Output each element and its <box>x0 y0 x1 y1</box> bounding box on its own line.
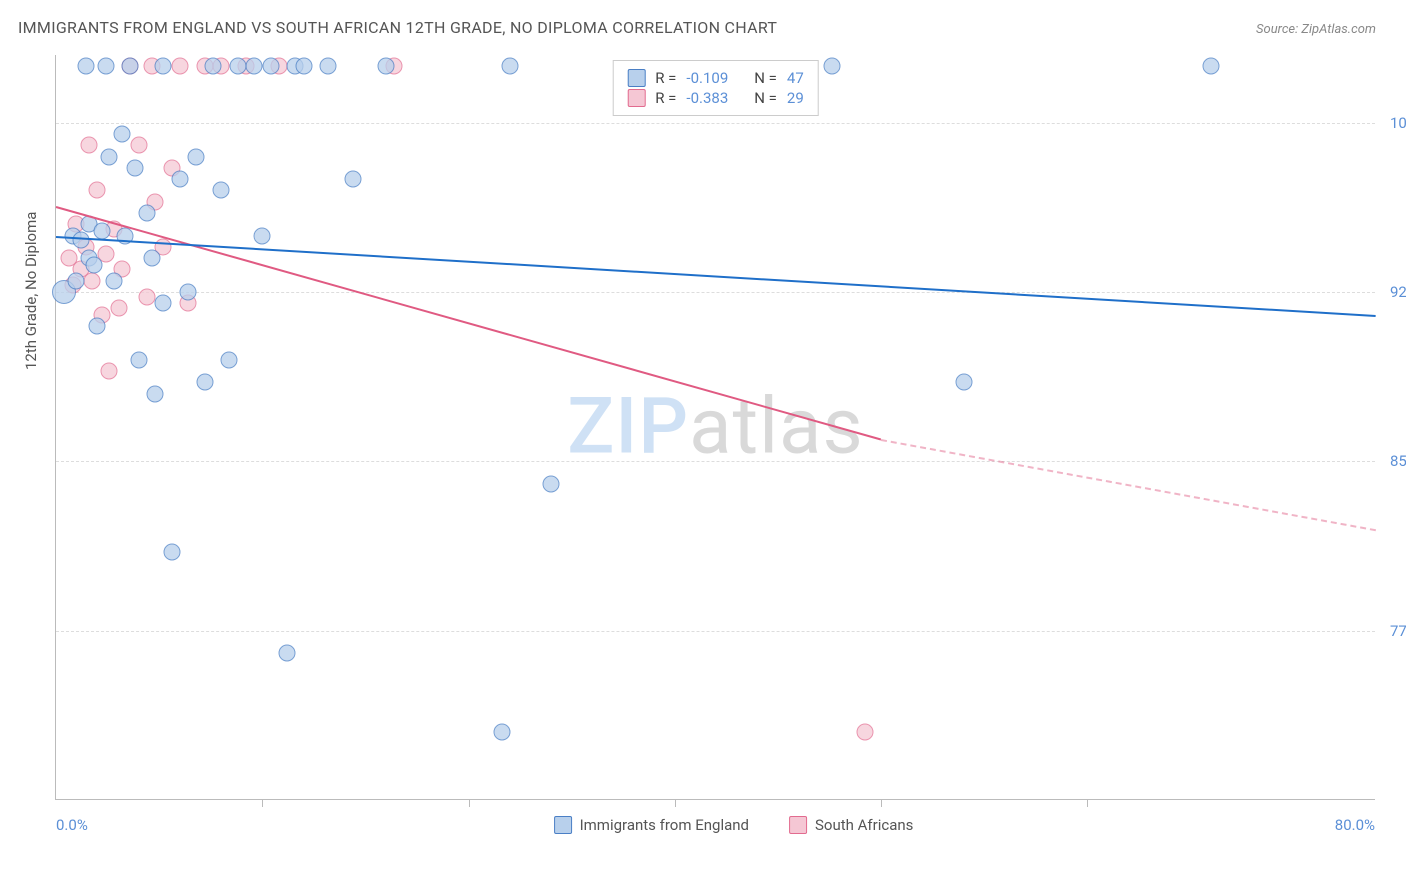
y-axis-label: 12th Grade, No Diploma <box>22 212 40 370</box>
x-tick <box>881 799 882 807</box>
series-legend: Immigrants from England South Africans <box>554 816 914 834</box>
data-point-southafrica <box>130 137 147 154</box>
data-point-england <box>543 475 560 492</box>
legend-row-england: R = -0.109 N = 47 <box>627 69 804 87</box>
data-point-england <box>72 232 89 249</box>
x-tick-min: 0.0% <box>56 816 88 834</box>
swatch-blue <box>627 69 645 87</box>
chart-title: IMMIGRANTS FROM ENGLAND VS SOUTH AFRICAN… <box>18 18 777 37</box>
data-point-england <box>204 58 221 75</box>
r-value: -0.383 <box>686 89 728 107</box>
data-point-england <box>180 284 197 301</box>
watermark-zip: ZIP <box>567 382 689 473</box>
x-tick-max: 80.0% <box>1335 816 1375 834</box>
scatter-plot-area: ZIPatlas R = -0.109 N = 47 R = -0.383 N … <box>55 55 1375 800</box>
n-value: 47 <box>787 69 804 87</box>
data-point-england <box>501 58 518 75</box>
data-point-england <box>345 171 362 188</box>
correlation-legend: R = -0.109 N = 47 R = -0.383 N = 29 <box>612 60 819 116</box>
data-point-england <box>279 645 296 662</box>
gridline-h <box>56 461 1375 462</box>
data-point-england <box>378 58 395 75</box>
data-point-southafrica <box>81 137 98 154</box>
legend-label: Immigrants from England <box>580 816 749 834</box>
gridline-h <box>56 631 1375 632</box>
x-tick <box>469 799 470 807</box>
trend-line-southafrica <box>56 206 882 440</box>
y-tick-label: 77.5% <box>1380 622 1406 640</box>
data-point-england <box>138 205 155 222</box>
data-point-england <box>89 317 106 334</box>
data-point-england <box>127 159 144 176</box>
data-point-southafrica <box>856 724 873 741</box>
data-point-england <box>100 148 117 165</box>
data-point-england <box>155 295 172 312</box>
data-point-england <box>229 58 246 75</box>
data-point-england <box>493 724 510 741</box>
y-tick-label: 85.0% <box>1380 452 1406 470</box>
trend-line-southafrica-ext <box>881 439 1376 531</box>
watermark: ZIPatlas <box>567 382 864 473</box>
data-point-england <box>67 272 84 289</box>
gridline-h <box>56 292 1375 293</box>
y-tick-label: 100.0% <box>1380 114 1406 132</box>
data-point-england <box>188 148 205 165</box>
source-attribution: Source: ZipAtlas.com <box>1256 22 1376 37</box>
data-point-england <box>823 58 840 75</box>
swatch-pink <box>789 816 807 834</box>
x-tick <box>675 799 676 807</box>
data-point-england <box>143 250 160 267</box>
legend-row-southafrica: R = -0.383 N = 29 <box>627 89 804 107</box>
data-point-england <box>105 272 122 289</box>
data-point-england <box>254 227 271 244</box>
n-label: N = <box>754 89 777 107</box>
legend-item-england: Immigrants from England <box>554 816 749 834</box>
data-point-england <box>246 58 263 75</box>
r-label: R = <box>655 89 676 107</box>
data-point-southafrica <box>138 288 155 305</box>
data-point-england <box>94 223 111 240</box>
r-value: -0.109 <box>686 69 728 87</box>
r-label: R = <box>655 69 676 87</box>
data-point-england <box>221 351 238 368</box>
data-point-england <box>196 374 213 391</box>
swatch-pink <box>627 89 645 107</box>
n-label: N = <box>754 69 777 87</box>
data-point-england <box>77 58 94 75</box>
data-point-england <box>147 385 164 402</box>
gridline-h <box>56 123 1375 124</box>
data-point-southafrica <box>84 272 101 289</box>
y-tick-label: 92.5% <box>1380 283 1406 301</box>
legend-item-southafrica: South Africans <box>789 816 913 834</box>
data-point-england <box>130 351 147 368</box>
data-point-england <box>114 126 131 143</box>
data-point-england <box>97 58 114 75</box>
data-point-england <box>171 171 188 188</box>
data-point-england <box>262 58 279 75</box>
data-point-southafrica <box>171 58 188 75</box>
data-point-england <box>163 543 180 560</box>
n-value: 29 <box>787 89 804 107</box>
data-point-england <box>320 58 337 75</box>
data-point-southafrica <box>89 182 106 199</box>
data-point-england <box>155 58 172 75</box>
data-point-england <box>122 58 139 75</box>
data-point-southafrica <box>110 299 127 316</box>
data-point-england <box>1203 58 1220 75</box>
trend-line-england <box>56 236 1376 317</box>
legend-label: South Africans <box>815 816 913 834</box>
x-tick <box>1087 799 1088 807</box>
data-point-southafrica <box>100 363 117 380</box>
data-point-england <box>955 374 972 391</box>
data-point-england <box>85 256 102 273</box>
swatch-blue <box>554 816 572 834</box>
data-point-england <box>295 58 312 75</box>
x-tick <box>262 799 263 807</box>
data-point-england <box>213 182 230 199</box>
